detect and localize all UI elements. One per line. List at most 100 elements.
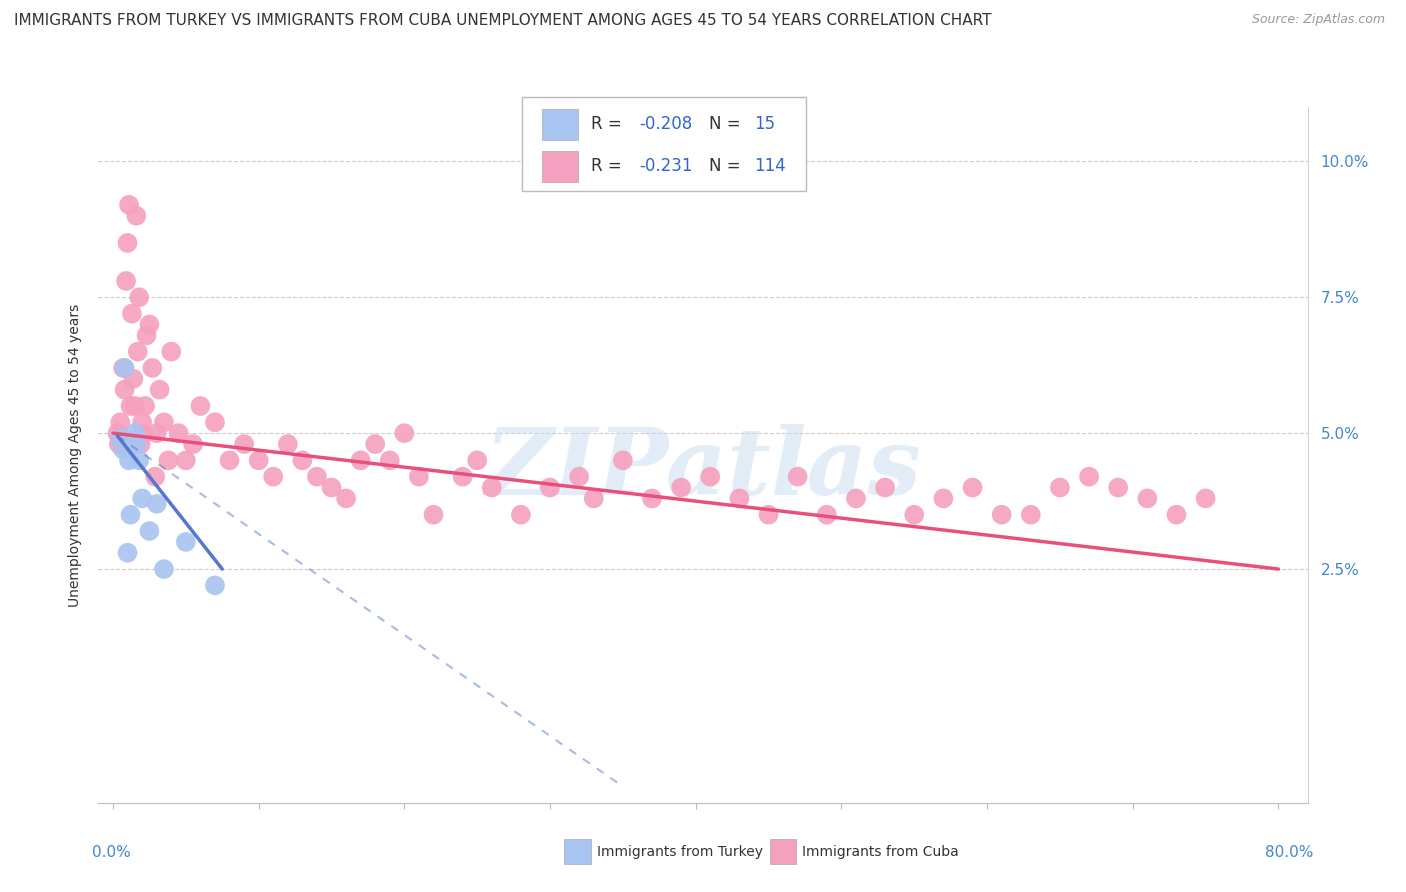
Point: [121, 307, 143, 321]
Text: IMMIGRANTS FROM TURKEY VS IMMIGRANTS FROM CUBA UNEMPLOYMENT AMONG AGES 45 TO 54 : IMMIGRANTS FROM TURKEY VS IMMIGRANTS FRO…: [14, 13, 991, 29]
Point: [108, 437, 131, 451]
Point: [247, 453, 270, 467]
FancyBboxPatch shape: [543, 109, 578, 140]
Point: [1194, 491, 1216, 506]
Point: [481, 481, 503, 495]
Y-axis label: Unemployment Among Ages 45 to 54 years: Unemployment Among Ages 45 to 54 years: [67, 303, 82, 607]
Text: R =: R =: [591, 115, 627, 134]
Point: [962, 481, 984, 495]
Text: 15: 15: [754, 115, 775, 134]
Point: [990, 508, 1012, 522]
FancyBboxPatch shape: [769, 839, 796, 863]
Point: [132, 426, 155, 441]
Point: [190, 399, 212, 413]
Point: [153, 562, 176, 576]
Point: [538, 481, 561, 495]
Point: [699, 469, 721, 483]
Point: [582, 491, 605, 506]
Point: [125, 209, 148, 223]
Point: [167, 426, 190, 441]
Point: [378, 453, 401, 467]
Text: -0.208: -0.208: [638, 115, 692, 134]
Point: [127, 344, 149, 359]
Point: [114, 360, 136, 375]
Point: [218, 453, 240, 467]
Point: [277, 437, 299, 451]
Point: [845, 491, 868, 506]
Point: [1019, 508, 1042, 522]
Point: [875, 481, 897, 495]
Text: Source: ZipAtlas.com: Source: ZipAtlas.com: [1251, 13, 1385, 27]
Point: [110, 432, 132, 446]
Point: [1166, 508, 1188, 522]
Point: [112, 360, 135, 375]
Point: [815, 508, 838, 522]
Point: [335, 491, 357, 506]
Point: [669, 481, 692, 495]
Point: [291, 453, 314, 467]
Point: [174, 534, 197, 549]
Point: [112, 442, 135, 457]
Point: [110, 415, 132, 429]
Point: [135, 328, 157, 343]
Point: [394, 426, 416, 441]
Text: Immigrants from Cuba: Immigrants from Cuba: [803, 845, 959, 858]
Text: -0.231: -0.231: [638, 157, 692, 175]
Point: [124, 426, 146, 441]
Point: [465, 453, 488, 467]
Point: [1107, 481, 1129, 495]
Point: [141, 360, 163, 375]
Point: [134, 399, 156, 413]
Text: 0.0%: 0.0%: [93, 845, 131, 860]
Point: [451, 469, 474, 483]
Point: [145, 497, 167, 511]
Point: [932, 491, 955, 506]
Point: [422, 508, 444, 522]
Point: [364, 437, 387, 451]
Point: [758, 508, 780, 522]
Text: R =: R =: [591, 157, 627, 175]
Point: [131, 491, 153, 506]
Point: [117, 235, 139, 250]
Point: [138, 318, 160, 332]
Point: [124, 399, 146, 413]
Point: [149, 383, 172, 397]
Point: [125, 437, 148, 451]
Point: [1078, 469, 1101, 483]
Point: [204, 578, 226, 592]
Point: [174, 453, 197, 467]
Text: ZIPatlas: ZIPatlas: [485, 424, 921, 514]
Point: [128, 290, 150, 304]
Point: [350, 453, 373, 467]
Point: [120, 508, 142, 522]
Point: [408, 469, 430, 483]
Point: [1049, 481, 1071, 495]
Point: [105, 426, 128, 441]
Point: [120, 399, 142, 413]
FancyBboxPatch shape: [543, 151, 578, 182]
Point: [233, 437, 256, 451]
Point: [128, 453, 150, 467]
FancyBboxPatch shape: [564, 839, 591, 863]
Point: [903, 508, 925, 522]
Point: [262, 469, 284, 483]
Point: [157, 453, 180, 467]
Point: [612, 453, 634, 467]
Point: [145, 426, 167, 441]
Text: N =: N =: [709, 157, 747, 175]
FancyBboxPatch shape: [522, 96, 806, 191]
Point: [641, 491, 664, 506]
Point: [122, 372, 145, 386]
Text: Immigrants from Turkey: Immigrants from Turkey: [596, 845, 762, 858]
Text: N =: N =: [709, 115, 747, 134]
Point: [153, 415, 176, 429]
Point: [117, 546, 139, 560]
Point: [321, 481, 343, 495]
Point: [305, 469, 328, 483]
Point: [568, 469, 591, 483]
Point: [728, 491, 751, 506]
Point: [111, 432, 134, 446]
Point: [118, 453, 141, 467]
Point: [143, 469, 166, 483]
Point: [160, 344, 183, 359]
